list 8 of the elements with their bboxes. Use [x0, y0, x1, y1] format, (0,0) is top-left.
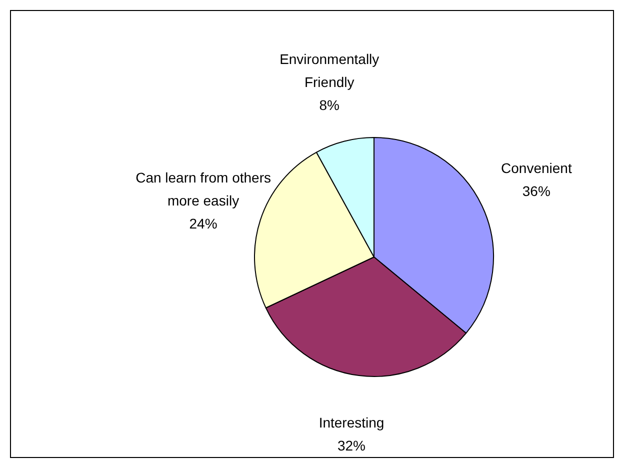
slice-label: Convenient: [501, 160, 572, 176]
data-label: 36%: [522, 182, 550, 199]
slice-label: Interesting: [318, 414, 384, 430]
data-label: 8%: [319, 97, 340, 113]
data-label: 24%: [189, 215, 218, 232]
data-label: 32%: [337, 437, 366, 454]
slice-label: Can learn from others more easily: [136, 169, 271, 208]
slice-label: Environmentally Friendly: [280, 51, 380, 90]
